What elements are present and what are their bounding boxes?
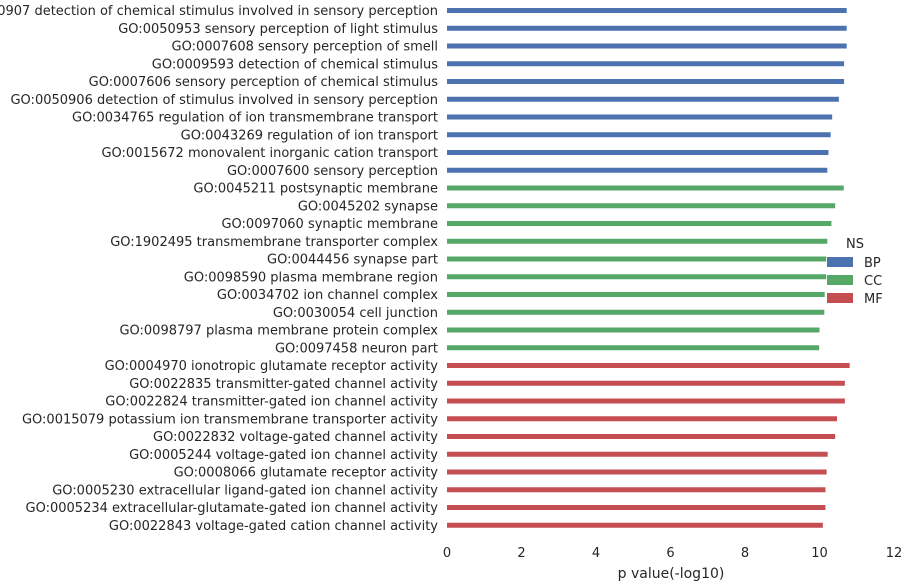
category-label: GO:0005234 extracellular-glutamate-gated… [26, 501, 439, 516]
x-tick-label: 8 [741, 546, 749, 561]
x-tick-label: 6 [666, 546, 674, 561]
bar-19 [447, 345, 820, 351]
bar-11 [447, 203, 836, 209]
category-label: GO:0009593 detection of chemical stimulu… [152, 57, 438, 72]
bar-27 [447, 487, 826, 493]
category-label: GO:0022835 transmitter-gated channel act… [129, 377, 438, 392]
legend-label-mf: MF [864, 292, 883, 307]
x-axis-label: p value(-log10) [618, 566, 725, 582]
legend-label-bp: BP [864, 256, 881, 271]
category-label: GO:0044456 synapse part [267, 253, 438, 268]
legend-swatch-bp [827, 257, 853, 267]
category-label: GO:0050907 detection of chemical stimulu… [0, 4, 438, 19]
category-label: GO:0098590 plasma membrane region [184, 270, 438, 285]
bar-21 [447, 380, 845, 386]
category-label: GO:0005244 voltage-gated ion channel act… [129, 448, 438, 463]
category-label: GO:0034702 ion channel complex [217, 288, 438, 303]
x-axis-ticks: 0 2 4 6 8 10 12 [443, 546, 902, 561]
bar-25 [447, 451, 828, 457]
category-label: GO:0015079 potassium ion transmembrane t… [22, 412, 438, 427]
bar-24 [447, 434, 836, 439]
category-label: GO:0050953 sensory perception of light s… [118, 22, 438, 37]
category-label: GO:0045202 synapse [298, 199, 438, 214]
category-label: GO:0022832 voltage-gated channel activit… [153, 430, 438, 445]
bar-20 [447, 363, 850, 368]
bar-16 [447, 292, 825, 297]
x-tick-label: 4 [592, 546, 600, 561]
category-label: GO:0022824 transmitter-gated ion channel… [105, 395, 438, 410]
bar-28 [447, 505, 826, 510]
category-label: GO:0097060 synaptic membrane [221, 217, 438, 232]
bars-group [447, 8, 850, 528]
category-label: GO:0007606 sensory perception of chemica… [89, 75, 439, 90]
category-label: GO:1902495 transmembrane transporter com… [110, 235, 438, 250]
x-tick-label: 2 [517, 546, 525, 561]
bar-0 [447, 8, 847, 13]
category-label: GO:0007600 sensory perception [227, 164, 438, 179]
bar-23 [447, 416, 838, 422]
bar-9 [447, 167, 828, 173]
bar-14 [447, 256, 827, 262]
category-label: GO:0098797 plasma membrane protein compl… [119, 324, 438, 339]
bar-13 [447, 238, 828, 244]
x-tick-label: 12 [886, 546, 903, 561]
category-label: GO:0050906 detection of stimulus involve… [10, 93, 438, 108]
legend-title: NS [846, 237, 864, 252]
x-tick-label: 0 [443, 546, 451, 561]
legend-label-cc: CC [864, 274, 882, 289]
x-tick-label: 10 [811, 546, 828, 561]
category-label: GO:0008066 glutamate receptor activity [174, 466, 439, 481]
bar-22 [447, 398, 845, 404]
bar-18 [447, 327, 820, 333]
legend-swatch-mf [827, 293, 853, 303]
bar-10 [447, 185, 844, 191]
category-labels: GO:0050907 detection of chemical stimulu… [0, 4, 438, 534]
bar-6 [447, 114, 833, 120]
category-label: GO:0034765 regulation of ion transmembra… [72, 111, 438, 126]
bar-8 [447, 150, 829, 155]
bar-26 [447, 469, 827, 475]
category-label: GO:0005230 extracellular ligand-gated io… [52, 483, 438, 498]
bar-7 [447, 132, 831, 138]
category-label: GO:0022843 voltage-gated cation channel … [109, 519, 438, 534]
bar-3 [447, 61, 845, 67]
legend-swatch-cc [827, 275, 853, 285]
legend: NS BP CC MF [827, 237, 883, 307]
bar-17 [447, 309, 825, 315]
category-label: GO:0043269 regulation of ion transport [181, 128, 438, 143]
bar-15 [447, 274, 827, 280]
category-label: GO:0030054 cell junction [273, 306, 438, 321]
category-label: GO:0097458 neuron part [275, 341, 438, 356]
category-label: GO:0007608 sensory perception of smell [172, 40, 438, 55]
bar-2 [447, 43, 847, 49]
bar-1 [447, 25, 847, 31]
bar-29 [447, 522, 823, 528]
bar-12 [447, 221, 832, 226]
category-label: GO:0015672 monovalent inorganic cation t… [101, 146, 438, 161]
category-label: GO:0045211 postsynaptic membrane [193, 182, 438, 197]
category-label: GO:0004970 ionotropic glutamate receptor… [105, 359, 439, 374]
bar-5 [447, 96, 839, 102]
bar-4 [447, 79, 845, 84]
